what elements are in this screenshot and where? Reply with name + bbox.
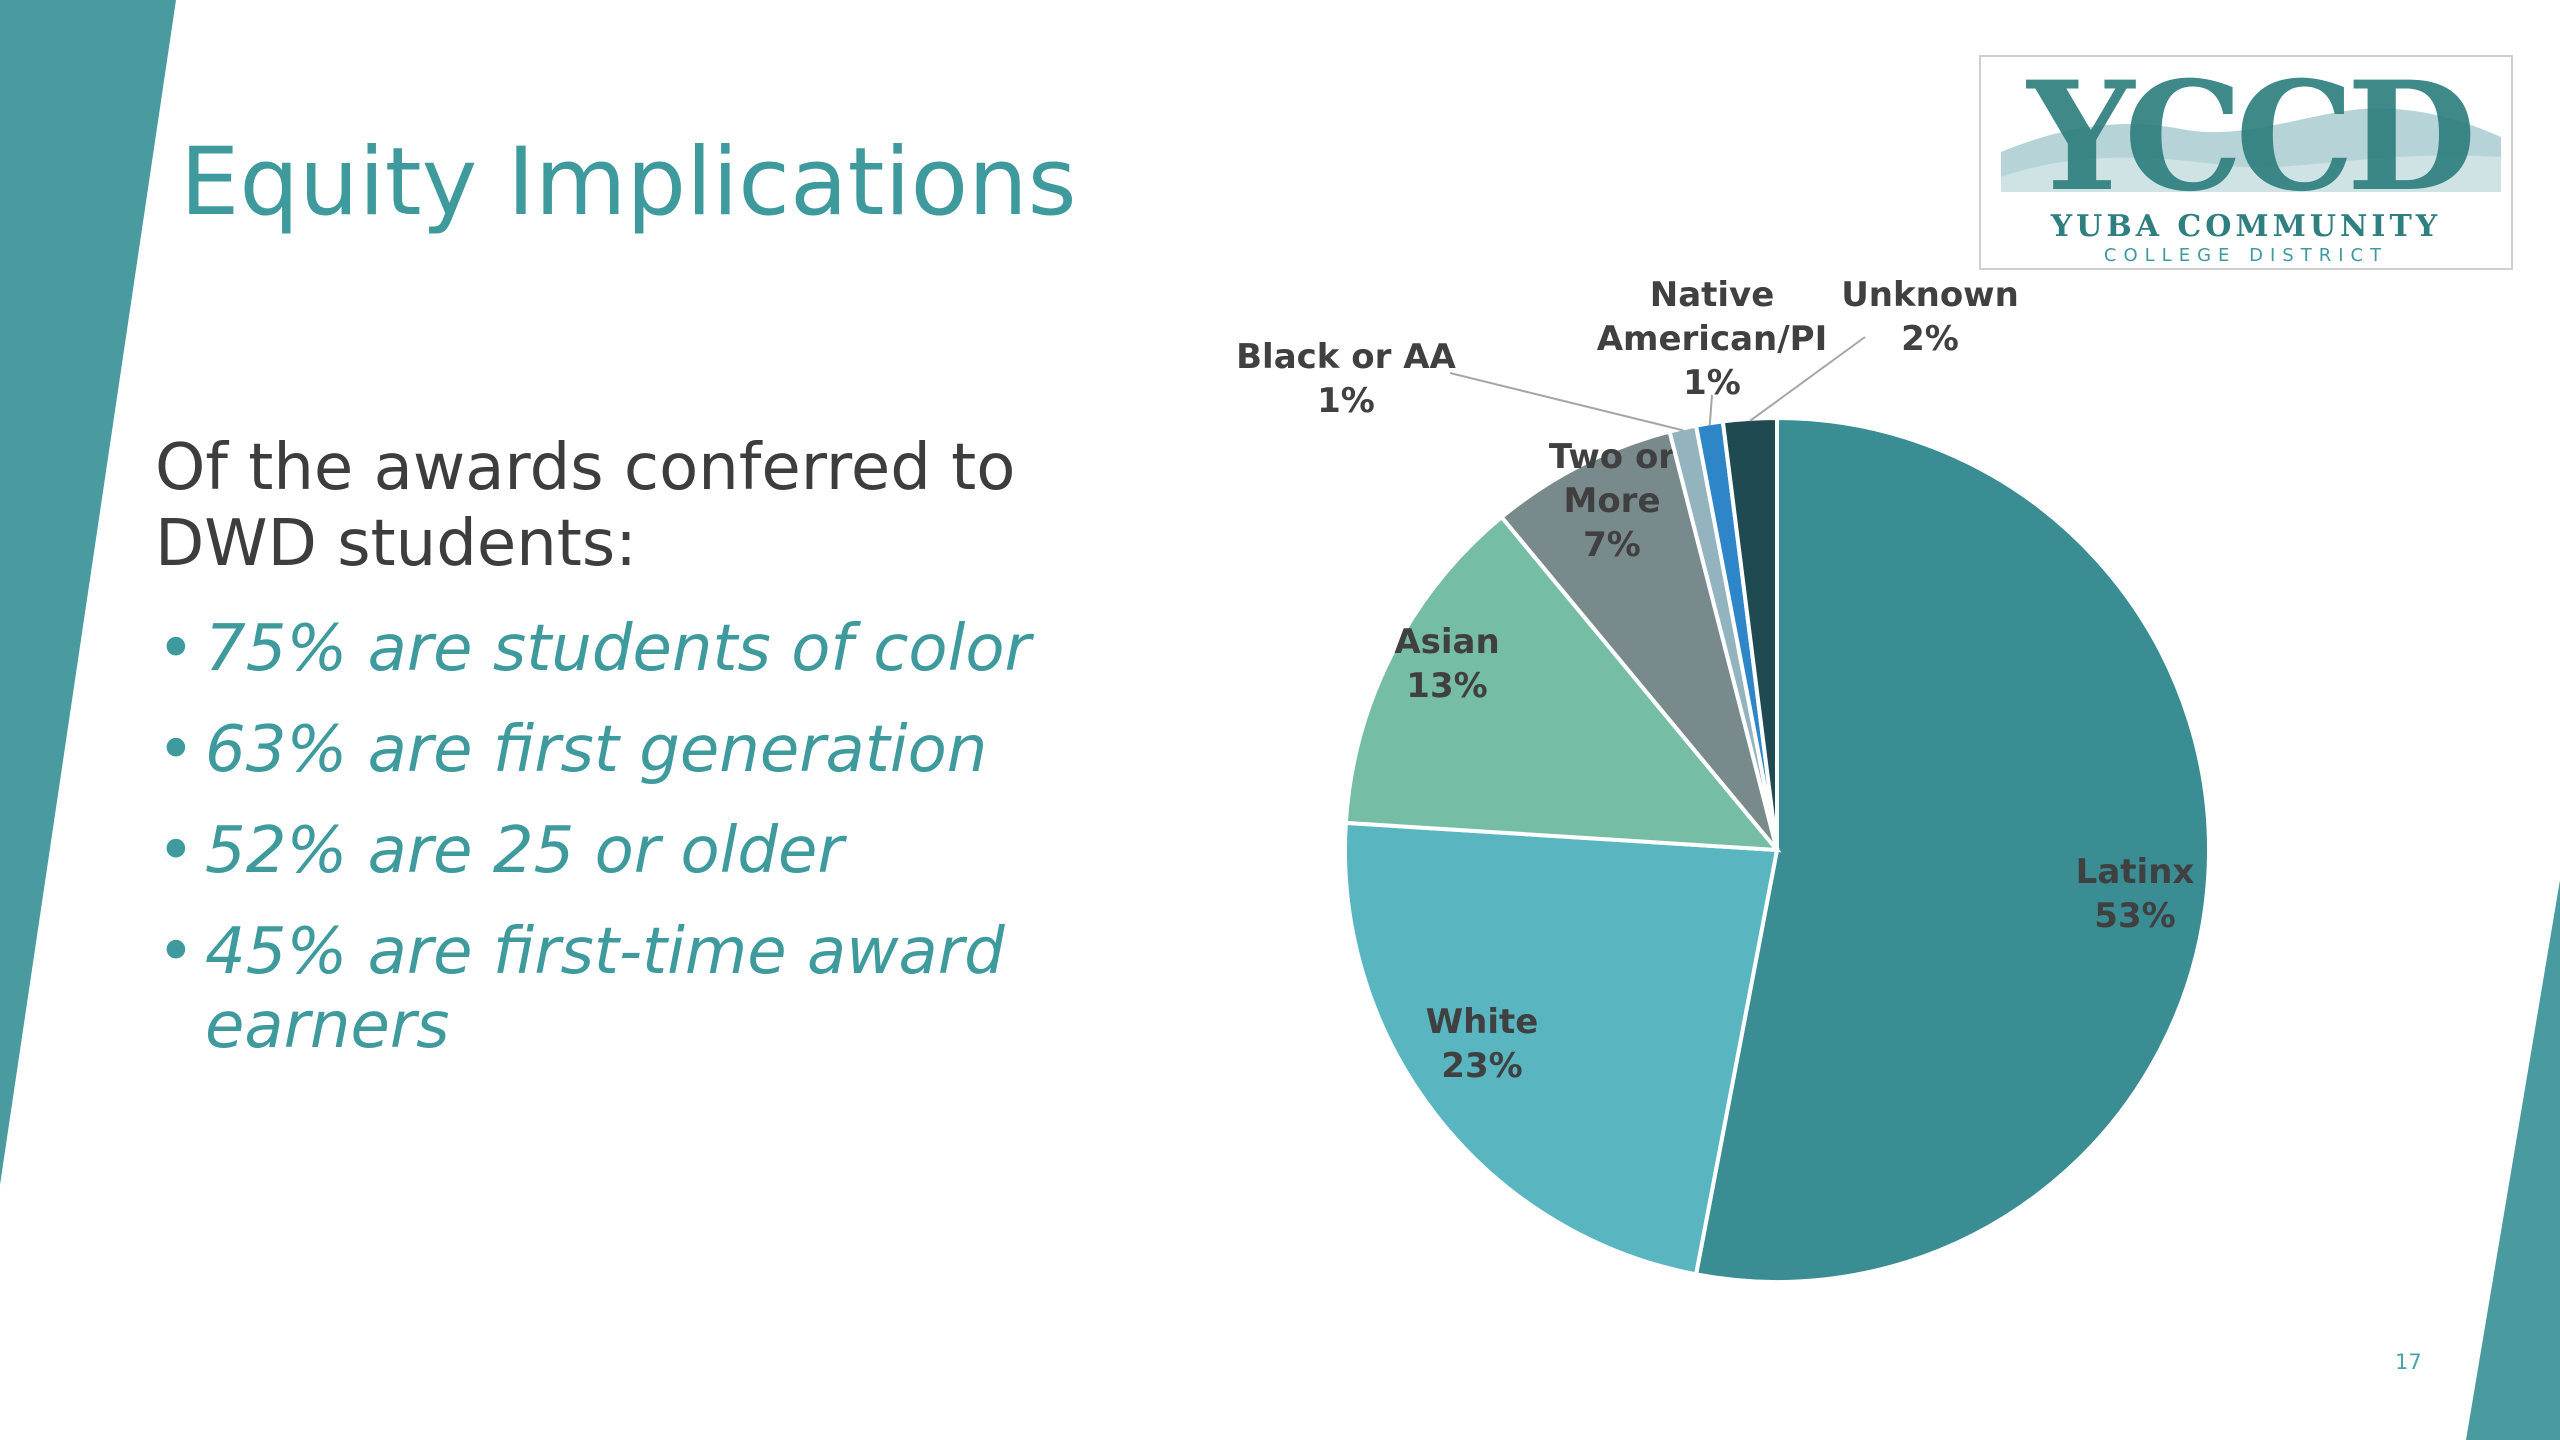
leader-line-black-or-aa — [1449, 372, 1684, 432]
yccd-logo: YCCD YUBA COMMUNITY COLLEGE DISTRICT — [1979, 55, 2513, 270]
pie-slice-white — [1343, 820, 1780, 1277]
logo-subtitle: COLLEGE DISTRICT — [2103, 245, 2389, 266]
data-label-black-or-aa: Black or AA 1% — [1236, 337, 1456, 421]
leader-line-unknown — [1749, 336, 1866, 422]
bullet-text: 63% are first generation — [205, 713, 988, 787]
data-label-asian: Asian 13% — [1394, 622, 1499, 706]
bullet-item: • 75% are students of color — [155, 612, 1055, 686]
pie-slice-unknown — [1720, 415, 1779, 851]
bullet-item: • 52% are 25 or older — [155, 814, 1055, 888]
bullet-dot-icon: • — [157, 713, 195, 787]
pie-slice-asian — [1343, 514, 1782, 853]
pie-slice-two-or-more — [1498, 429, 1779, 852]
data-label-unknown: Unknown 2% — [1841, 275, 2019, 359]
logo-mark-icon: YCCD — [2001, 57, 2501, 225]
bullet-item: • 45% are first-time award earners — [155, 915, 1055, 1063]
slide-title: Equity Implications — [180, 128, 1077, 237]
bullet-dot-icon: • — [157, 814, 195, 888]
bullet-list: • 75% are students of color • 63% are firs… — [155, 612, 1055, 1090]
intro-text: Of the awards conferred to DWD students: — [155, 431, 1016, 581]
data-label-native-american-pi: Native American/PI 1% — [1597, 275, 1828, 403]
leader-line-native-american-pi — [1708, 394, 1713, 426]
bullet-text: 75% are students of color — [205, 612, 1031, 686]
logo-letters: YCCD — [2025, 57, 2470, 225]
logo-name: YUBA COMMUNITY — [2050, 209, 2442, 244]
pie-slice-latinx — [1693, 415, 2211, 1284]
bullet-text: 52% are 25 or older — [205, 814, 844, 888]
page-number: 17 — [2395, 1350, 2422, 1374]
bullet-text: 45% are first-time award earners — [205, 915, 1005, 1063]
bullet-dot-icon: • — [157, 915, 195, 989]
data-label-latinx: Latinx 53% — [2076, 852, 2195, 936]
data-label-white: White 23% — [1426, 1002, 1539, 1086]
data-label-two-or-more: Two or More 7% — [1549, 437, 1675, 565]
bullet-dot-icon: • — [157, 612, 195, 686]
bullet-item: • 63% are first generation — [155, 713, 1055, 787]
